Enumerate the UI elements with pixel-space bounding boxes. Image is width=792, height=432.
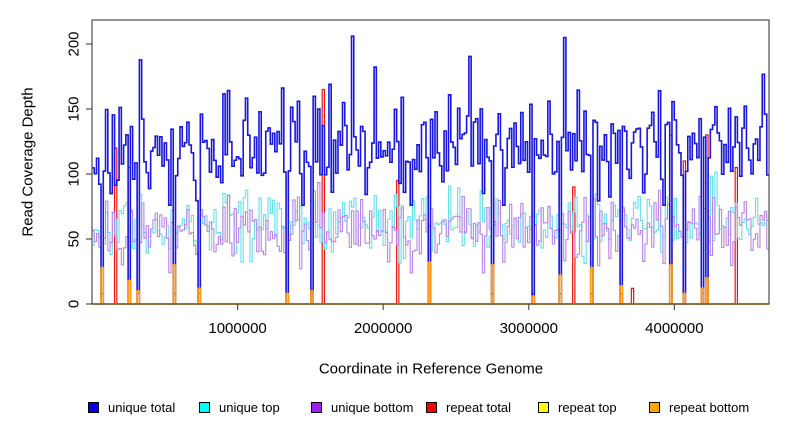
repeat-bottom-swatch-icon <box>649 401 660 413</box>
x-tick-label-2000000: 2000000 <box>353 320 413 337</box>
unique-total-swatch-icon <box>88 401 99 413</box>
legend: unique total unique top unique bottom re… <box>0 398 792 418</box>
legend-label: unique total <box>108 399 176 415</box>
plot-border <box>91 19 770 305</box>
y-axis-title: Read Coverage Depth <box>19 87 37 237</box>
repeat-top-swatch-icon <box>538 401 549 413</box>
y-tick-label-200: 200 <box>65 31 83 57</box>
series-line-unique-total <box>92 35 769 305</box>
unique-bottom-swatch-icon <box>311 401 322 413</box>
repeat-total-swatch-icon <box>426 401 437 413</box>
y-tick-label-100: 100 <box>65 161 83 187</box>
unique-top-swatch-icon <box>199 401 210 413</box>
legend-item-repeat-total: repeat total <box>426 398 511 416</box>
series-line-repeat-bottom <box>92 261 769 305</box>
legend-item-unique-total: unique total <box>88 398 175 416</box>
legend-item-unique-bottom: unique bottom <box>311 398 413 416</box>
legend-item-repeat-bottom: repeat bottom <box>649 398 749 416</box>
legend-label: repeat top <box>558 399 617 415</box>
y-tick-label-50: 50 <box>65 230 83 248</box>
legend-label: unique bottom <box>331 399 414 415</box>
legend-label: repeat bottom <box>669 399 750 415</box>
y-tick-label-150: 150 <box>65 96 83 122</box>
x-axis-title: Coordinate in Reference Genome <box>318 360 544 378</box>
legend-label: unique top <box>219 399 280 415</box>
legend-label: repeat total <box>446 399 512 415</box>
y-tick-label-0: 0 <box>65 299 83 309</box>
legend-item-unique-top: unique top <box>199 398 280 416</box>
x-tick-label-3000000: 3000000 <box>499 320 558 337</box>
legend-item-repeat-top: repeat top <box>538 398 617 416</box>
x-tick-label-4000000: 4000000 <box>645 320 704 337</box>
x-tick-label-1000000: 1000000 <box>208 320 267 337</box>
